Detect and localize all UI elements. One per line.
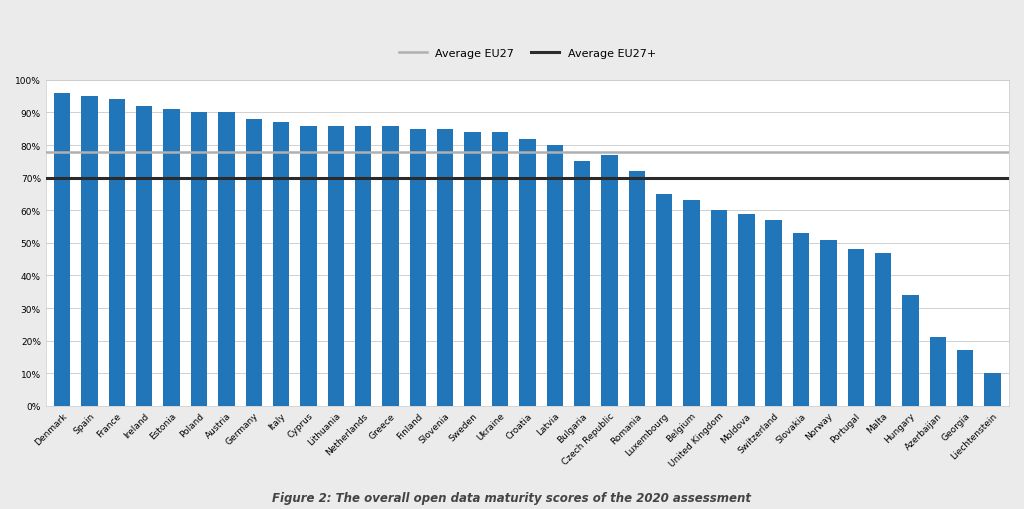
Bar [164,110,180,406]
Bar [328,126,344,406]
Bar [738,214,755,406]
Bar [382,126,398,406]
Bar [957,351,974,406]
Bar [793,234,809,406]
Bar [601,156,617,406]
Bar [81,97,97,406]
Bar [874,253,891,406]
Bar [902,295,919,406]
Bar [437,129,454,406]
Bar [300,126,316,406]
Bar [492,133,508,406]
Bar [573,162,590,406]
Bar [820,240,837,406]
Bar [848,250,864,406]
Legend: Average EU27, Average EU27+: Average EU27, Average EU27+ [394,44,660,63]
Text: Figure 2: The overall open data maturity scores of the 2020 assessment: Figure 2: The overall open data maturity… [272,491,752,504]
Bar [136,107,153,406]
Bar [355,126,372,406]
Bar [930,338,946,406]
Bar [547,146,563,406]
Bar [656,194,673,406]
Bar [711,211,727,406]
Bar [54,94,71,406]
Bar [519,139,536,406]
Bar [683,201,699,406]
Bar [109,100,125,406]
Bar [218,114,234,406]
Bar [766,220,782,406]
Bar [465,133,481,406]
Bar [246,120,262,406]
Bar [190,114,207,406]
Bar [410,129,426,406]
Bar [272,123,290,406]
Bar [984,374,1000,406]
Bar [629,172,645,406]
